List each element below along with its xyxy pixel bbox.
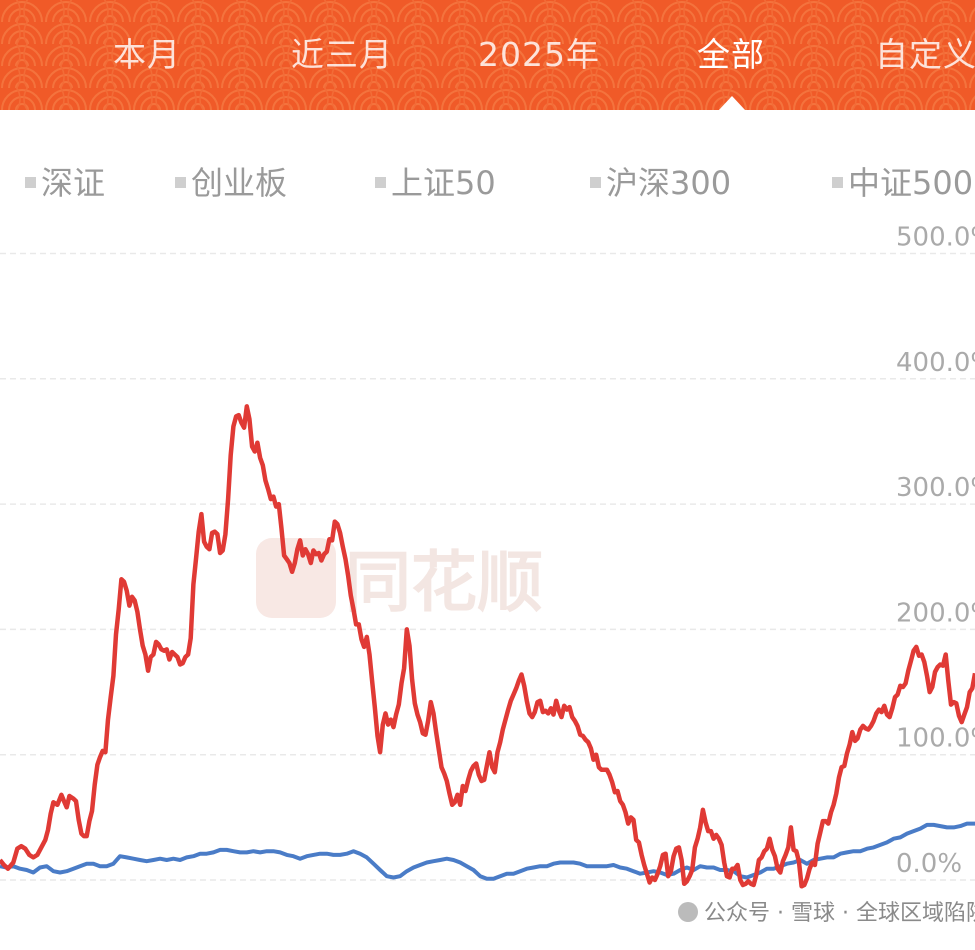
- tab-2025[interactable]: 2025年: [478, 35, 600, 74]
- wechat-icon: [678, 902, 698, 922]
- series-layer: [0, 404, 975, 889]
- legend-label: 深证: [41, 164, 106, 202]
- legend-swatch: [375, 176, 386, 188]
- y-tick-label: 400.0%: [896, 348, 975, 378]
- tab-three-months[interactable]: 近三月: [291, 35, 393, 74]
- tab-custom[interactable]: 自定义: [875, 35, 975, 74]
- active-tab-indicator: [718, 96, 746, 110]
- legend-csi300[interactable]: 沪深300: [590, 158, 731, 204]
- y-tick-label: 500.0%: [896, 223, 975, 253]
- primary-series-line: [0, 404, 975, 889]
- legend-shenzhen[interactable]: 深证: [25, 158, 105, 204]
- legend-chinext[interactable]: 创业板: [175, 158, 287, 204]
- wave-pattern: [0, 0, 975, 110]
- legend-swatch: [832, 176, 843, 188]
- y-axis-ticks: 500.0% 400.0% 300.0% 200.0% 100.0% 0.0%: [896, 223, 975, 880]
- grid-lines: [0, 252, 975, 881]
- benchmark-series-line: [0, 821, 975, 881]
- legend-swatch: [590, 176, 601, 188]
- legend-csi500[interactable]: 中证500: [832, 158, 973, 204]
- wechat-watermark-text: 公众号 · 雪球 · 全球区域陷阱 · leon501: [704, 901, 975, 926]
- legend-label: 沪深300: [606, 164, 732, 202]
- watermark-text: 同花顺: [345, 544, 543, 621]
- legend-label: 上证50: [391, 164, 496, 202]
- period-tab-bar: 本月 近三月 2025年 全部 自定义: [0, 0, 975, 110]
- tab-this-month[interactable]: 本月: [113, 35, 181, 74]
- y-tick-label: 200.0%: [896, 598, 975, 628]
- legend-sse50[interactable]: 上证50: [375, 158, 496, 204]
- legend-label: 中证500: [848, 164, 974, 202]
- watermark: 同花顺: [256, 538, 543, 621]
- y-tick-label: 300.0%: [896, 473, 975, 503]
- legend-swatch: [175, 176, 186, 188]
- y-tick-label: 0.0%: [896, 849, 962, 879]
- return-chart: 同花顺 500.0% 400.0% 300.0% 200.0% 100.0% 0.0% 公…: [0, 223, 975, 926]
- legend-swatch: [25, 176, 36, 188]
- wechat-watermark: 公众号 · 雪球 · 全球区域陷阱 · leon501: [678, 901, 975, 926]
- tab-all[interactable]: 全部: [697, 35, 765, 74]
- y-tick-label: 100.0%: [896, 724, 975, 754]
- legend-label: 创业板: [191, 164, 288, 202]
